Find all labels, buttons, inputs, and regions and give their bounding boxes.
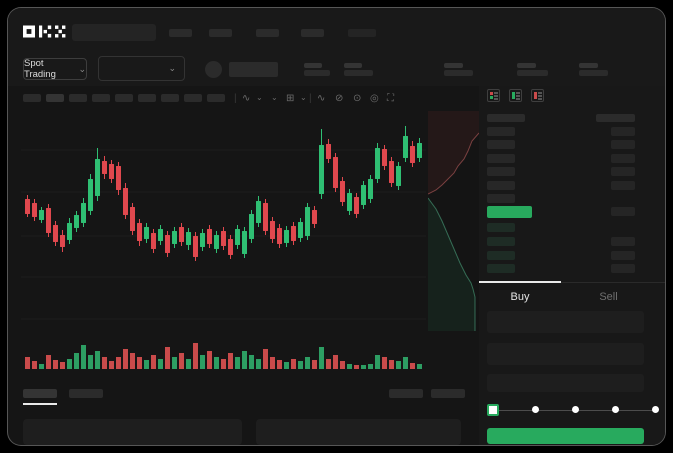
depth-chart xyxy=(428,111,479,331)
ask-amount xyxy=(611,207,635,216)
nav-item-2[interactable] xyxy=(209,29,232,37)
ask-row xyxy=(487,194,515,203)
ask-row xyxy=(487,127,515,136)
nav-item-1[interactable] xyxy=(169,29,192,37)
interval-chevron-icon[interactable]: ⌄ xyxy=(271,93,278,102)
divider: | xyxy=(309,93,312,104)
market-type-dropdown[interactable]: Spot Trading ⌄ xyxy=(23,58,87,80)
timeframe-button[interactable] xyxy=(161,94,179,102)
price-input[interactable] xyxy=(487,311,644,333)
timeframe-button[interactable] xyxy=(92,94,110,102)
timeframe-button[interactable] xyxy=(69,94,87,102)
slider-handle[interactable] xyxy=(487,404,499,416)
active-tab-indicator xyxy=(479,281,561,283)
pair-name-placeholder xyxy=(229,62,278,77)
timeframe-button[interactable] xyxy=(184,94,202,102)
slider-stop[interactable] xyxy=(572,406,579,413)
slider-stop[interactable] xyxy=(612,406,619,413)
fullscreen-icon[interactable]: ⛶ xyxy=(387,93,394,104)
chevron-down-icon: ⌄ xyxy=(78,63,86,74)
nav-item-3[interactable] xyxy=(256,29,279,37)
bid-row xyxy=(487,223,515,232)
total-input[interactable] xyxy=(487,374,644,392)
timeframe-button[interactable] xyxy=(23,94,41,102)
ask-row xyxy=(487,154,515,163)
draw-tool-icon[interactable]: ⊘ xyxy=(335,93,344,104)
bid-row xyxy=(487,264,515,273)
coin-avatar xyxy=(205,61,222,78)
stat-value xyxy=(517,70,548,76)
bottom-tab-active[interactable] xyxy=(23,389,57,398)
amount-input[interactable] xyxy=(487,343,644,365)
ask-amount xyxy=(611,127,635,136)
snapshot-icon[interactable]: ⊙ xyxy=(353,93,362,104)
ask-row xyxy=(487,140,515,149)
book-sells-icon[interactable] xyxy=(531,89,544,102)
ask-row xyxy=(487,167,515,176)
slider-stop[interactable] xyxy=(532,406,539,413)
stat-value xyxy=(579,70,608,76)
timeframe-button[interactable] xyxy=(207,94,225,102)
pair-selector-dropdown[interactable]: ⌄ xyxy=(98,56,185,81)
ask-amount xyxy=(611,154,635,163)
ask-amount xyxy=(611,140,635,149)
nav-item-5[interactable] xyxy=(348,29,376,37)
ask-row xyxy=(487,181,515,190)
book-combined-icon[interactable] xyxy=(487,89,500,102)
bottom-tab-underline xyxy=(23,403,57,405)
order-history-panel xyxy=(256,419,461,445)
app-window: Spot Trading ⌄ ⌄ | ∿ ⌄ ⌄ ⊞ ⌄ | ∿ ⊘ ⊙ ◎ ⛶ xyxy=(7,7,666,446)
bid-amount xyxy=(611,264,635,273)
stat-label xyxy=(444,63,463,68)
bid-amount xyxy=(611,251,635,260)
stat-value xyxy=(344,70,373,76)
bottom-action[interactable] xyxy=(431,389,465,398)
chart-type-chevron-icon[interactable]: ⌄ xyxy=(256,93,263,102)
stat-value xyxy=(304,70,330,76)
divider: | xyxy=(234,93,237,104)
bid-row xyxy=(487,237,515,246)
chart-type-icon[interactable]: ∿ xyxy=(242,93,251,104)
indicators-icon[interactable]: ⊞ xyxy=(286,93,295,104)
candlestick-chart[interactable] xyxy=(21,111,426,376)
ask-amount xyxy=(611,167,635,176)
okx-logo xyxy=(23,25,66,38)
timeframe-button-active[interactable] xyxy=(46,94,64,102)
open-orders-panel xyxy=(23,419,242,445)
book-buys-icon[interactable] xyxy=(509,89,522,102)
line-tool-icon[interactable]: ∿ xyxy=(317,93,326,104)
tab-sell[interactable]: Sell xyxy=(599,291,618,303)
book-price-header xyxy=(487,114,525,122)
amount-slider[interactable] xyxy=(487,404,659,416)
bid-row xyxy=(487,251,515,260)
nav-item-4[interactable] xyxy=(301,29,324,37)
tab-divider xyxy=(479,282,665,283)
bottom-action[interactable] xyxy=(389,389,423,398)
bid-amount xyxy=(611,237,635,246)
stat-label xyxy=(579,63,598,68)
ask-amount xyxy=(611,181,635,190)
indicators-chevron-icon[interactable]: ⌄ xyxy=(300,93,307,102)
stat-label xyxy=(304,63,322,68)
bottom-tab[interactable] xyxy=(69,389,103,398)
timeframe-button[interactable] xyxy=(138,94,156,102)
slider-stop[interactable] xyxy=(652,406,659,413)
buy-button[interactable] xyxy=(487,428,644,444)
settings-icon[interactable]: ◎ xyxy=(370,93,379,104)
stat-label xyxy=(344,63,362,68)
tab-buy[interactable]: Buy xyxy=(510,291,530,303)
stat-label xyxy=(517,63,536,68)
last-price-badge[interactable] xyxy=(487,206,532,218)
chevron-down-icon: ⌄ xyxy=(168,63,176,73)
search-input[interactable] xyxy=(72,24,156,41)
book-amount-header xyxy=(596,114,635,122)
header xyxy=(8,8,665,86)
stat-value xyxy=(444,70,473,76)
timeframe-button[interactable] xyxy=(115,94,133,102)
market-type-label: Spot Trading xyxy=(24,58,56,80)
